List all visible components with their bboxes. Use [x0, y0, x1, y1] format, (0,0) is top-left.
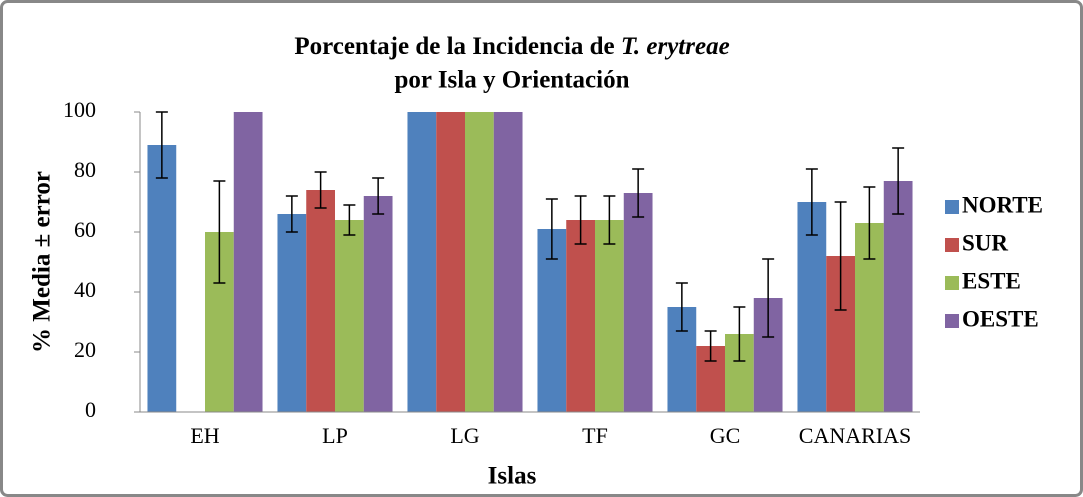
- title-italic: T. erytreae: [621, 33, 730, 60]
- bar: [566, 220, 595, 412]
- error-bar: [892, 147, 905, 215]
- legend-swatch: [945, 200, 959, 214]
- x-tick-label: GC: [710, 423, 741, 448]
- bar: [306, 190, 335, 412]
- y-tick-label: 20: [74, 337, 96, 362]
- bar: [595, 220, 624, 412]
- bar: [883, 181, 913, 412]
- error-bar: [632, 168, 645, 218]
- bar: [335, 220, 364, 412]
- bar: [363, 196, 393, 412]
- error-bar: [285, 195, 298, 233]
- title-text: Porcentaje de la Incidencia de: [294, 33, 614, 60]
- bar: [277, 214, 307, 412]
- chart-subtitle: por Isla y Orientación: [395, 67, 630, 94]
- y-tick-label: 40: [74, 277, 96, 302]
- error-bar: [733, 306, 746, 362]
- bar: [465, 112, 494, 412]
- bar: [797, 202, 827, 412]
- y-tick-label: 80: [74, 157, 96, 182]
- bar: [147, 145, 177, 412]
- bar: [623, 193, 653, 412]
- x-tick-label: EH: [190, 423, 219, 448]
- error-bar: [545, 198, 558, 260]
- error-bar: [372, 177, 385, 215]
- legend-label: ESTE: [962, 268, 1021, 293]
- error-bar: [834, 201, 847, 311]
- x-axis-title: Islas: [488, 463, 537, 490]
- x-tick-label: TF: [582, 423, 608, 448]
- error-bar: [704, 330, 717, 362]
- bar: [436, 112, 465, 412]
- y-tick-label: 0: [85, 397, 96, 422]
- error-bar: [343, 204, 356, 236]
- error-bar: [762, 258, 775, 338]
- error-bar: [314, 171, 327, 209]
- legend-label: NORTE: [962, 192, 1043, 217]
- legend-swatch: [945, 276, 959, 290]
- chart-title: Porcentaje de la Incidencia de T. erytre…: [294, 33, 729, 60]
- x-tick-label: LP: [322, 423, 348, 448]
- error-bar: [675, 282, 688, 332]
- legend-swatch: [945, 314, 959, 328]
- legend-swatch: [945, 238, 959, 252]
- y-tick-label: 60: [74, 217, 96, 242]
- x-tick-label: CANARIAS: [799, 423, 911, 448]
- bar: [493, 112, 523, 412]
- error-bar: [863, 186, 876, 260]
- bar: [407, 112, 437, 412]
- bar: [233, 112, 263, 412]
- error-bar: [574, 195, 587, 245]
- error-bar: [213, 180, 226, 284]
- legend-label: OESTE: [962, 306, 1039, 331]
- error-bar: [155, 111, 168, 179]
- x-tick-label: LG: [450, 423, 479, 448]
- error-bar: [805, 168, 818, 236]
- error-bar: [603, 195, 616, 245]
- y-axis-title: % Media ± error: [29, 171, 56, 353]
- legend-label: SUR: [962, 230, 1008, 255]
- y-tick-label: 100: [63, 97, 96, 122]
